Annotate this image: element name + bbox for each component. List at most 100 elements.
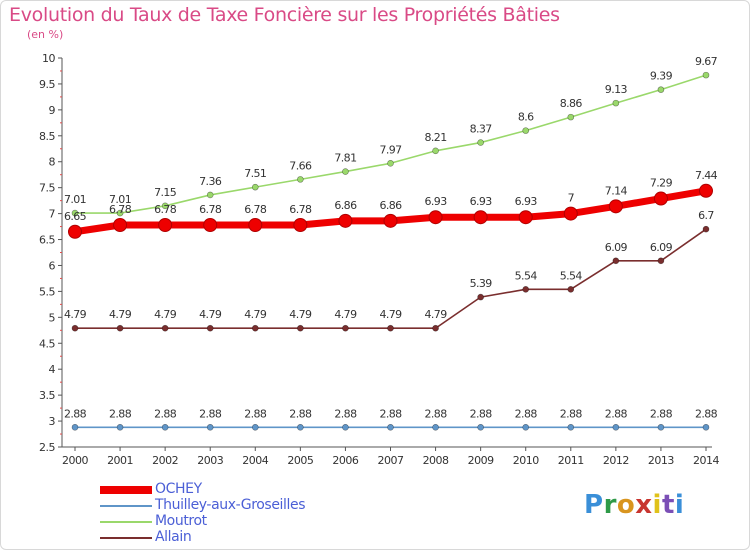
legend-label: Thuilley-aux-Groseilles <box>155 497 306 513</box>
data-label: 2.88 <box>605 407 628 420</box>
data-label: 6.78 <box>244 203 267 216</box>
data-point <box>342 423 349 431</box>
legend-swatch <box>100 537 152 539</box>
data-label: 4.79 <box>289 308 312 321</box>
data-point <box>702 225 710 233</box>
data-point <box>428 210 443 225</box>
data-point <box>248 218 263 233</box>
data-label: 6.7 <box>698 209 714 222</box>
data-point <box>657 423 665 431</box>
x-tick-label: 2007 <box>378 454 404 467</box>
y-tick-label: 9 <box>49 104 56 117</box>
y-tick-label: 5 <box>49 311 56 324</box>
data-label: 7.01 <box>109 193 131 206</box>
data-point <box>702 423 710 431</box>
legend-label: OCHEY <box>155 481 202 497</box>
data-label: 5.39 <box>470 277 493 290</box>
data-point <box>432 324 439 332</box>
data-label: 4.79 <box>244 308 267 321</box>
x-tick-label: 2009 <box>468 454 494 467</box>
data-point <box>68 224 82 239</box>
data-label: 4.79 <box>199 308 222 321</box>
data-label: 6.93 <box>470 195 493 208</box>
data-label: 2.88 <box>650 407 673 420</box>
data-point <box>702 71 710 79</box>
data-point <box>206 324 214 332</box>
data-label: 6.09 <box>650 241 673 254</box>
data-label: 4.79 <box>379 308 402 321</box>
data-point <box>477 423 484 431</box>
data-label: 2.88 <box>560 407 583 420</box>
data-label: 2.88 <box>515 407 538 420</box>
data-label: 2.88 <box>470 407 493 420</box>
data-point <box>297 324 304 332</box>
y-tick-label: 5.5 <box>39 285 55 298</box>
y-tick-label: 7 <box>49 208 56 221</box>
data-point <box>251 423 259 431</box>
y-tick-label: 8.5 <box>39 130 55 143</box>
data-point <box>563 206 578 221</box>
data-label: 2.88 <box>199 407 222 420</box>
data-point <box>567 113 575 121</box>
y-tick-label: 6.5 <box>39 234 55 247</box>
data-label: 6.93 <box>515 195 538 208</box>
data-point <box>608 199 623 214</box>
chart-subtitle: (en %) <box>27 28 64 41</box>
data-point <box>387 324 394 332</box>
data-point <box>477 293 484 301</box>
data-point <box>432 147 439 155</box>
data-label: 6.86 <box>334 199 357 212</box>
data-label: 8.37 <box>470 123 493 136</box>
data-point <box>342 324 349 332</box>
data-point <box>161 423 169 431</box>
data-point <box>567 423 575 431</box>
data-label: 7.97 <box>379 143 402 156</box>
y-tick-label: 3 <box>49 415 56 428</box>
x-tick-label: 2008 <box>423 454 449 467</box>
data-label: 8.21 <box>425 131 447 144</box>
data-point <box>473 210 488 225</box>
y-tick-label: 6 <box>49 259 56 272</box>
data-label: 8.86 <box>560 97 583 110</box>
data-point <box>71 423 79 431</box>
data-label: 6.93 <box>425 195 448 208</box>
x-tick-label: 2002 <box>152 454 178 467</box>
x-tick-label: 2014 <box>693 454 719 467</box>
y-tick-label: 4 <box>49 363 56 376</box>
data-label: 6.78 <box>199 203 222 216</box>
data-label: 7.36 <box>199 175 222 188</box>
data-point <box>158 218 173 233</box>
data-label: 4.79 <box>109 308 132 321</box>
y-tick-label: 8 <box>49 156 56 169</box>
x-tick-label: 2001 <box>107 454 133 467</box>
x-tick-label: 2012 <box>603 454 629 467</box>
data-point <box>251 324 259 332</box>
data-label: 7.01 <box>64 193 86 206</box>
data-label: 4.79 <box>425 308 448 321</box>
data-point <box>387 423 394 431</box>
data-label: 2.88 <box>289 407 312 420</box>
x-tick-label: 2013 <box>648 454 674 467</box>
legend-swatch <box>100 505 152 507</box>
data-point <box>71 209 79 217</box>
data-point <box>116 423 124 431</box>
data-point <box>71 324 79 332</box>
data-point <box>518 210 533 225</box>
data-label: 2.88 <box>334 407 357 420</box>
data-point <box>657 257 665 265</box>
y-tick-label: 10 <box>42 52 55 65</box>
data-point <box>293 218 308 233</box>
data-point <box>206 423 214 431</box>
x-tick-label: 2005 <box>287 454 313 467</box>
data-label: 2.88 <box>109 407 132 420</box>
data-label: 2.88 <box>64 407 87 420</box>
data-label: 4.79 <box>64 308 87 321</box>
data-label: 6.78 <box>109 203 132 216</box>
data-point <box>612 99 620 107</box>
data-label: 9.13 <box>605 83 628 96</box>
data-point <box>522 286 530 293</box>
legend-swatch <box>100 521 152 523</box>
data-label: 7.14 <box>605 184 628 197</box>
